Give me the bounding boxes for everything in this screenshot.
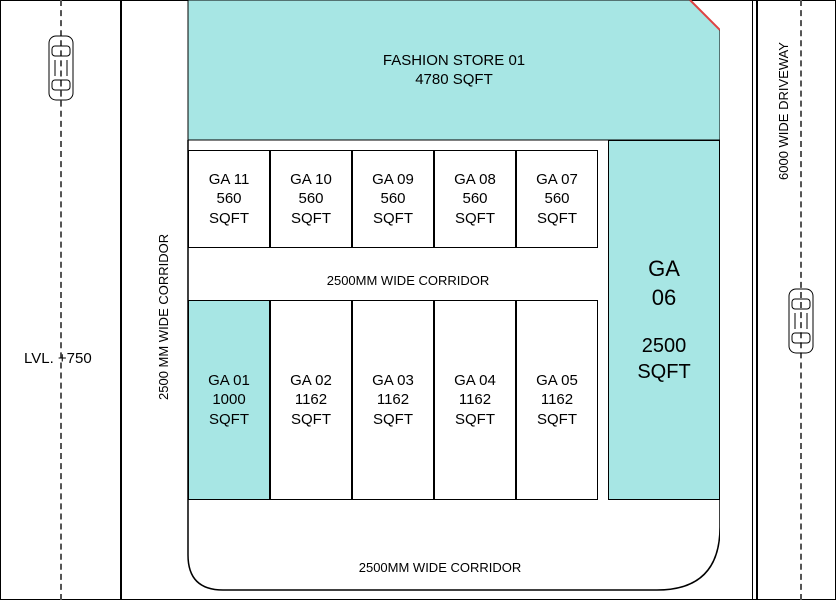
driveway-label: 6000 WIDE DRIVEWAY bbox=[776, 42, 791, 180]
site-plan: FASHION STORE 01 4780 SQFT GA 11560SQFTG… bbox=[160, 0, 720, 600]
unit-name: GA 06 bbox=[648, 255, 680, 312]
unit-fashion-store-01: FASHION STORE 01 4780 SQFT bbox=[188, 0, 720, 140]
unit-unit: SQFT bbox=[209, 209, 249, 229]
unit-unit: SQFT bbox=[373, 209, 413, 229]
unit-name: GA 11 bbox=[209, 170, 250, 190]
left-road-edge bbox=[120, 0, 122, 600]
unit-ga-11: GA 11560SQFT bbox=[188, 150, 270, 248]
right-road-edge-inner bbox=[752, 0, 753, 600]
unit-name: GA 04 bbox=[454, 371, 496, 391]
unit-name: GA 07 bbox=[536, 170, 578, 190]
unit-name: GA 05 bbox=[536, 371, 578, 391]
unit-unit: SQFT bbox=[209, 410, 249, 430]
unit-area: 1162 bbox=[377, 390, 409, 410]
unit-unit: SQFT bbox=[455, 209, 495, 229]
unit-area: 2500 SQFT bbox=[637, 333, 690, 385]
unit-name: GA 08 bbox=[454, 170, 496, 190]
level-label: LVL. +750 bbox=[24, 350, 92, 367]
corridor-label-mid: 2500MM WIDE CORRIDOR bbox=[218, 273, 598, 288]
unit-name: GA 09 bbox=[372, 170, 414, 190]
right-road-edge-outer bbox=[756, 0, 758, 600]
unit-name: GA 01 bbox=[208, 371, 250, 391]
unit-area: 1162 bbox=[459, 390, 491, 410]
unit-name: GA 02 bbox=[290, 371, 332, 391]
unit-area: 560 bbox=[380, 189, 405, 209]
unit-ga-09: GA 09560SQFT bbox=[352, 150, 434, 248]
unit-unit: SQFT bbox=[455, 410, 495, 430]
unit-ga-07: GA 07560SQFT bbox=[516, 150, 598, 248]
unit-ga-05: GA 051162SQFT bbox=[516, 300, 598, 500]
unit-area: 1000 bbox=[212, 390, 245, 410]
unit-unit: SQFT bbox=[537, 209, 577, 229]
unit-ga-03: GA 031162SQFT bbox=[352, 300, 434, 500]
unit-unit: SQFT bbox=[291, 209, 331, 229]
unit-ga-06: GA 06 2500 SQFT bbox=[608, 140, 720, 500]
unit-ga-10: GA 10560SQFT bbox=[270, 150, 352, 248]
unit-unit: SQFT bbox=[373, 410, 413, 430]
unit-name: GA 03 bbox=[372, 371, 414, 391]
unit-name: GA 10 bbox=[290, 170, 332, 190]
unit-name: FASHION STORE 01 bbox=[383, 51, 525, 71]
unit-area: 560 bbox=[462, 189, 487, 209]
unit-area: 560 bbox=[544, 189, 569, 209]
unit-unit: SQFT bbox=[537, 410, 577, 430]
car-icon bbox=[786, 285, 816, 357]
unit-unit: SQFT bbox=[291, 410, 331, 430]
unit-area: 4780 SQFT bbox=[415, 70, 493, 90]
car-icon bbox=[46, 32, 76, 104]
unit-ga-02: GA 021162SQFT bbox=[270, 300, 352, 500]
unit-ga-01: GA 011000SQFT bbox=[188, 300, 270, 500]
unit-ga-08: GA 08560SQFT bbox=[434, 150, 516, 248]
unit-area: 1162 bbox=[295, 390, 327, 410]
unit-area: 560 bbox=[298, 189, 323, 209]
unit-ga-04: GA 041162SQFT bbox=[434, 300, 516, 500]
unit-area: 560 bbox=[216, 189, 241, 209]
unit-area: 1162 bbox=[541, 390, 573, 410]
corridor-label-bottom: 2500MM WIDE CORRIDOR bbox=[160, 560, 720, 575]
